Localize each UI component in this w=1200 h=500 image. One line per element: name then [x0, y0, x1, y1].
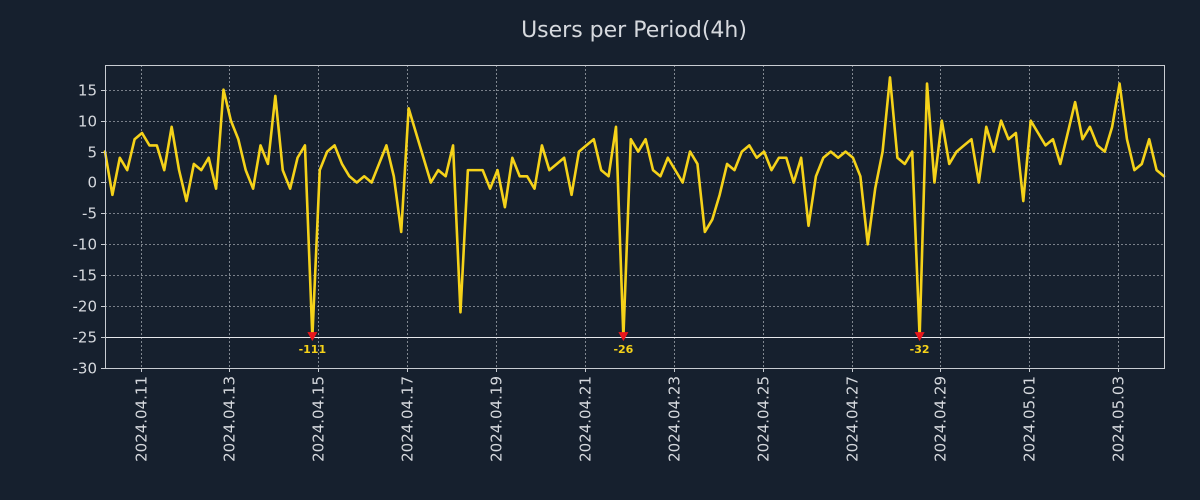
clip-value-label: -26: [613, 343, 633, 356]
y-tick-label: 0: [87, 174, 97, 192]
chart-title: Users per Period(4h): [521, 18, 747, 43]
x-tick-label: 2024.04.19: [488, 376, 506, 462]
x-tick-label: 2024.04.23: [666, 376, 684, 462]
clip-value-label: -32: [910, 343, 930, 356]
y-tick-label: 10: [78, 113, 97, 131]
x-tick-label: 2024.05.03: [1110, 376, 1128, 462]
y-tick-label: -30: [73, 360, 98, 378]
clip-value-label: -111: [299, 343, 327, 356]
series-layer: [103, 76, 1166, 339]
series-line: [103, 76, 1166, 339]
y-tick-label: 15: [78, 82, 97, 100]
x-tick-label: 2024.04.21: [577, 376, 595, 462]
x-tick-label: 2024.04.27: [844, 376, 862, 462]
y-tick-label: -25: [73, 329, 98, 347]
x-tick-label: 2024.04.11: [133, 376, 151, 462]
axis-ticks: 15 10 5 0 -5 -10 -15 -20 -25 -30 2024.04.11 2024.04…: [73, 82, 1128, 462]
plot-frame: [105, 65, 1165, 369]
grid: [105, 65, 1164, 369]
clip-markers: -111 -26 -32: [299, 332, 930, 356]
y-tick-label: -15: [73, 267, 98, 285]
y-tick-label: -20: [73, 298, 98, 316]
x-tick-label: 2024.04.25: [755, 376, 773, 462]
x-tick-label: 2024.05.01: [1021, 376, 1039, 462]
clip-marker: [618, 332, 629, 342]
x-tick-label: 2024.04.13: [221, 376, 239, 462]
y-tick-label: 5: [87, 144, 97, 162]
x-tick-label: 2024.04.29: [932, 376, 950, 462]
clip-marker: [914, 332, 925, 342]
x-tick-label: 2024.04.17: [399, 376, 417, 462]
y-tick-label: -5: [82, 205, 97, 223]
clip-marker: [307, 332, 318, 342]
y-tick-label: -10: [73, 236, 98, 254]
x-tick-label: 2024.04.15: [310, 376, 328, 462]
